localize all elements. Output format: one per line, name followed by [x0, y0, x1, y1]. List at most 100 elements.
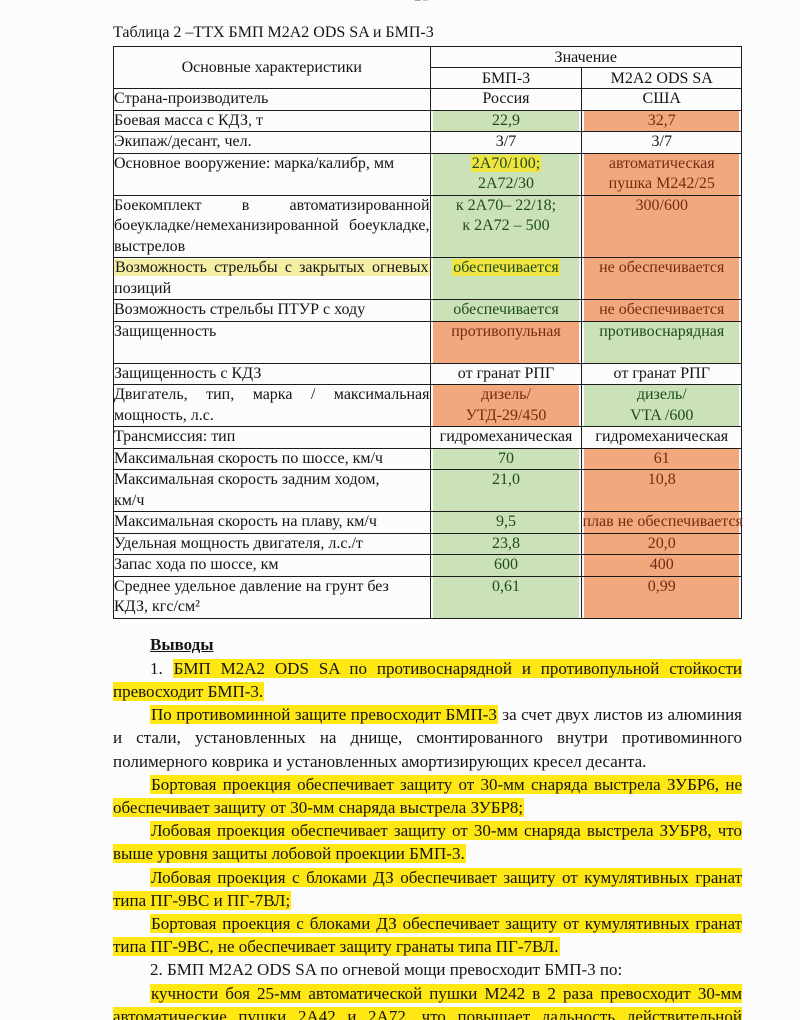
table-row: Экипаж/десант, чел. 3/7 3/7: [113, 131, 742, 154]
m2a2-value-cell: 300/600: [581, 194, 742, 258]
row-label: Возможность стрельбы с закрытых огневых …: [113, 257, 431, 300]
text: противоснарядная: [599, 322, 725, 340]
value-line: США: [582, 89, 741, 110]
text: Максимальная скорость задним ходом, км/ч: [114, 471, 380, 509]
table-row: Удельная мощность двигателя, л.с./т 23,8 2…: [113, 532, 742, 555]
table-row: Трансмиссия: тип гидромеханическая гидроме…: [113, 426, 742, 449]
text: от гранат РПГ: [613, 364, 710, 382]
highlighted-text: Бортовая проекция с блоками ДЗ обеспечив…: [113, 913, 742, 957]
highlighted-text: Лобовая проекция обеспечивает защиту от …: [113, 821, 742, 864]
bmp3-value-cell: обеспечивается: [429, 257, 583, 300]
row-label: Максимальная скорость по шоссе, км/ч: [113, 447, 431, 470]
value-line: VTA /600: [582, 406, 741, 427]
text: 32,7: [647, 111, 676, 129]
row-label: Трансмиссия: тип: [113, 426, 431, 449]
highlighted-text: обеспечивается: [452, 259, 560, 276]
m2a2-value-cell: автоматическая пушка М242/25: [581, 152, 742, 196]
text: Среднее удельное давление на грунт без К…: [114, 577, 389, 616]
text: не обеспечивается: [599, 301, 725, 318]
value-line: обеспечивается: [431, 258, 582, 279]
bmp3-value-cell: 600: [429, 554, 583, 577]
row-label: Запас хода по шоссе, км: [113, 554, 431, 577]
bmp3-value-cell: 0,61: [429, 575, 583, 619]
header-bmp3: БМП-3: [429, 67, 583, 89]
value-line: 0,61: [431, 577, 582, 598]
table-row: Основное вооружение: марка/калибр, мм 2А7…: [113, 152, 742, 196]
table-row: Защищенность противопульная противоснарядн…: [113, 320, 742, 364]
m2a2-value-cell: дизель/VTA /600: [581, 384, 742, 427]
text: противопульная: [451, 322, 561, 340]
header-value: Значение: [429, 46, 743, 68]
conclusion-paragraph: Бортовая проекция с блоками ДЗ обеспечив…: [113, 912, 742, 958]
text: VTA /600: [630, 406, 694, 424]
text: Защищенность: [114, 322, 217, 340]
text: 10,8: [647, 471, 676, 488]
text: 70: [498, 449, 514, 467]
table-caption: Таблица 2 –ТТХ БМП М2А2 ODS SA и БМП-3: [113, 24, 434, 41]
value-line: 22,9: [431, 111, 582, 132]
text: 61: [653, 449, 670, 467]
value-line: не обеспечивается: [582, 300, 741, 321]
table-row: Защищенность с КДЗ от гранат РПГ от гранат…: [113, 362, 742, 385]
text: обеспечивается: [453, 301, 559, 318]
text: УТД-29/450: [465, 406, 547, 424]
table-row: Страна-производитель Россия США: [113, 88, 742, 111]
m2a2-value-cell: 3/7: [581, 131, 742, 154]
text: 23,8: [492, 534, 520, 552]
highlighted-text: Лобовая проекция с блоками ДЗ обеспечива…: [113, 867, 742, 910]
conclusions-section: Выводы 1. БМП М2А2 ODS SA по противоснар…: [113, 633, 743, 1020]
table-row: Среднее удельное давление на грунт без К…: [113, 575, 742, 619]
highlighted-text: БМП М2А2 ODS SA по противоснарядной и пр…: [113, 658, 743, 701]
row-label: Среднее удельное давление на грунт без К…: [113, 575, 431, 619]
text: плав не обеспечивается: [582, 513, 743, 530]
header-characteristics: Основные характеристики: [113, 46, 431, 89]
m2a2-value-cell: США: [581, 88, 742, 111]
text: Возможность стрельбы ПТУР с ходу: [114, 301, 366, 318]
value-line: 61: [582, 449, 741, 470]
conclusions-heading: Выводы: [150, 634, 214, 654]
text: 0,99: [647, 577, 676, 595]
text: Запас хода по шоссе, км: [114, 556, 279, 573]
value-line: противопульная: [431, 322, 582, 343]
text: Двигатель, тип, марка / максимальная мощ…: [114, 386, 434, 424]
header-m2a2: М2А2 ODS SA: [581, 67, 742, 89]
text: дизель/: [481, 386, 531, 403]
m2a2-value-cell: плав не обеспечивается: [581, 511, 743, 534]
value-line: пушка М242/25: [582, 174, 741, 195]
text: дизель/: [636, 386, 687, 403]
bmp3-value-cell: 22,9: [429, 109, 583, 132]
m2a2-value-cell: не обеспечивается: [581, 257, 742, 300]
value-line: 2А72/30: [431, 174, 582, 195]
row-label: Основное вооружение: марка/калибр, мм: [113, 152, 431, 196]
value-line: плав не обеспечивается: [582, 512, 743, 533]
text: 20,0: [647, 534, 676, 552]
value-line: Россия: [431, 89, 582, 110]
row-label: Защищенность: [113, 320, 431, 364]
table-row: Максимальная скорость задним ходом, км/ч…: [113, 469, 742, 512]
bmp3-value-cell: 70: [429, 447, 583, 470]
text: гидромеханическая: [439, 428, 573, 445]
table-row: Максимальная скорость на плаву, км/ч 9,5 п…: [113, 511, 743, 534]
text: 0,61: [492, 577, 520, 595]
table-row: Возможность стрельбы с закрытых огневых …: [113, 257, 742, 300]
bmp3-value-cell: 3/7: [429, 131, 583, 154]
conclusion-paragraph: 1. БМП М2А2 ODS SA по противоснарядной и…: [113, 657, 743, 703]
text: 300/600: [635, 196, 688, 214]
table-row: Возможность стрельбы ПТУР с ходу обеспечи…: [113, 299, 742, 322]
value-line: к 2А72 – 500: [431, 216, 582, 237]
text: 2. БМП М2А2 ODS SA по огневой мощи прево…: [150, 960, 623, 980]
value-line: 70: [431, 449, 582, 470]
m2a2-value-cell: 61: [581, 447, 742, 470]
m2a2-value-cell: от гранат РПГ: [581, 362, 742, 385]
m2a2-value-cell: 20,0: [581, 532, 742, 555]
text: 1.: [150, 658, 173, 678]
text: Максимальная скорость по шоссе, км/ч: [114, 449, 383, 467]
text: США: [642, 90, 681, 107]
text: 3/7: [495, 133, 517, 150]
value-line: обеспечивается: [431, 300, 582, 321]
text: от гранат РПГ: [457, 364, 555, 382]
value-line: 3/7: [431, 132, 582, 153]
conclusion-paragraph: По противоминной защите превосходит БМП-…: [113, 703, 742, 773]
bmp3-value-cell: Россия: [429, 88, 583, 111]
comparison-table: Основные характеристики Значение БМП-3 М…: [113, 46, 743, 619]
